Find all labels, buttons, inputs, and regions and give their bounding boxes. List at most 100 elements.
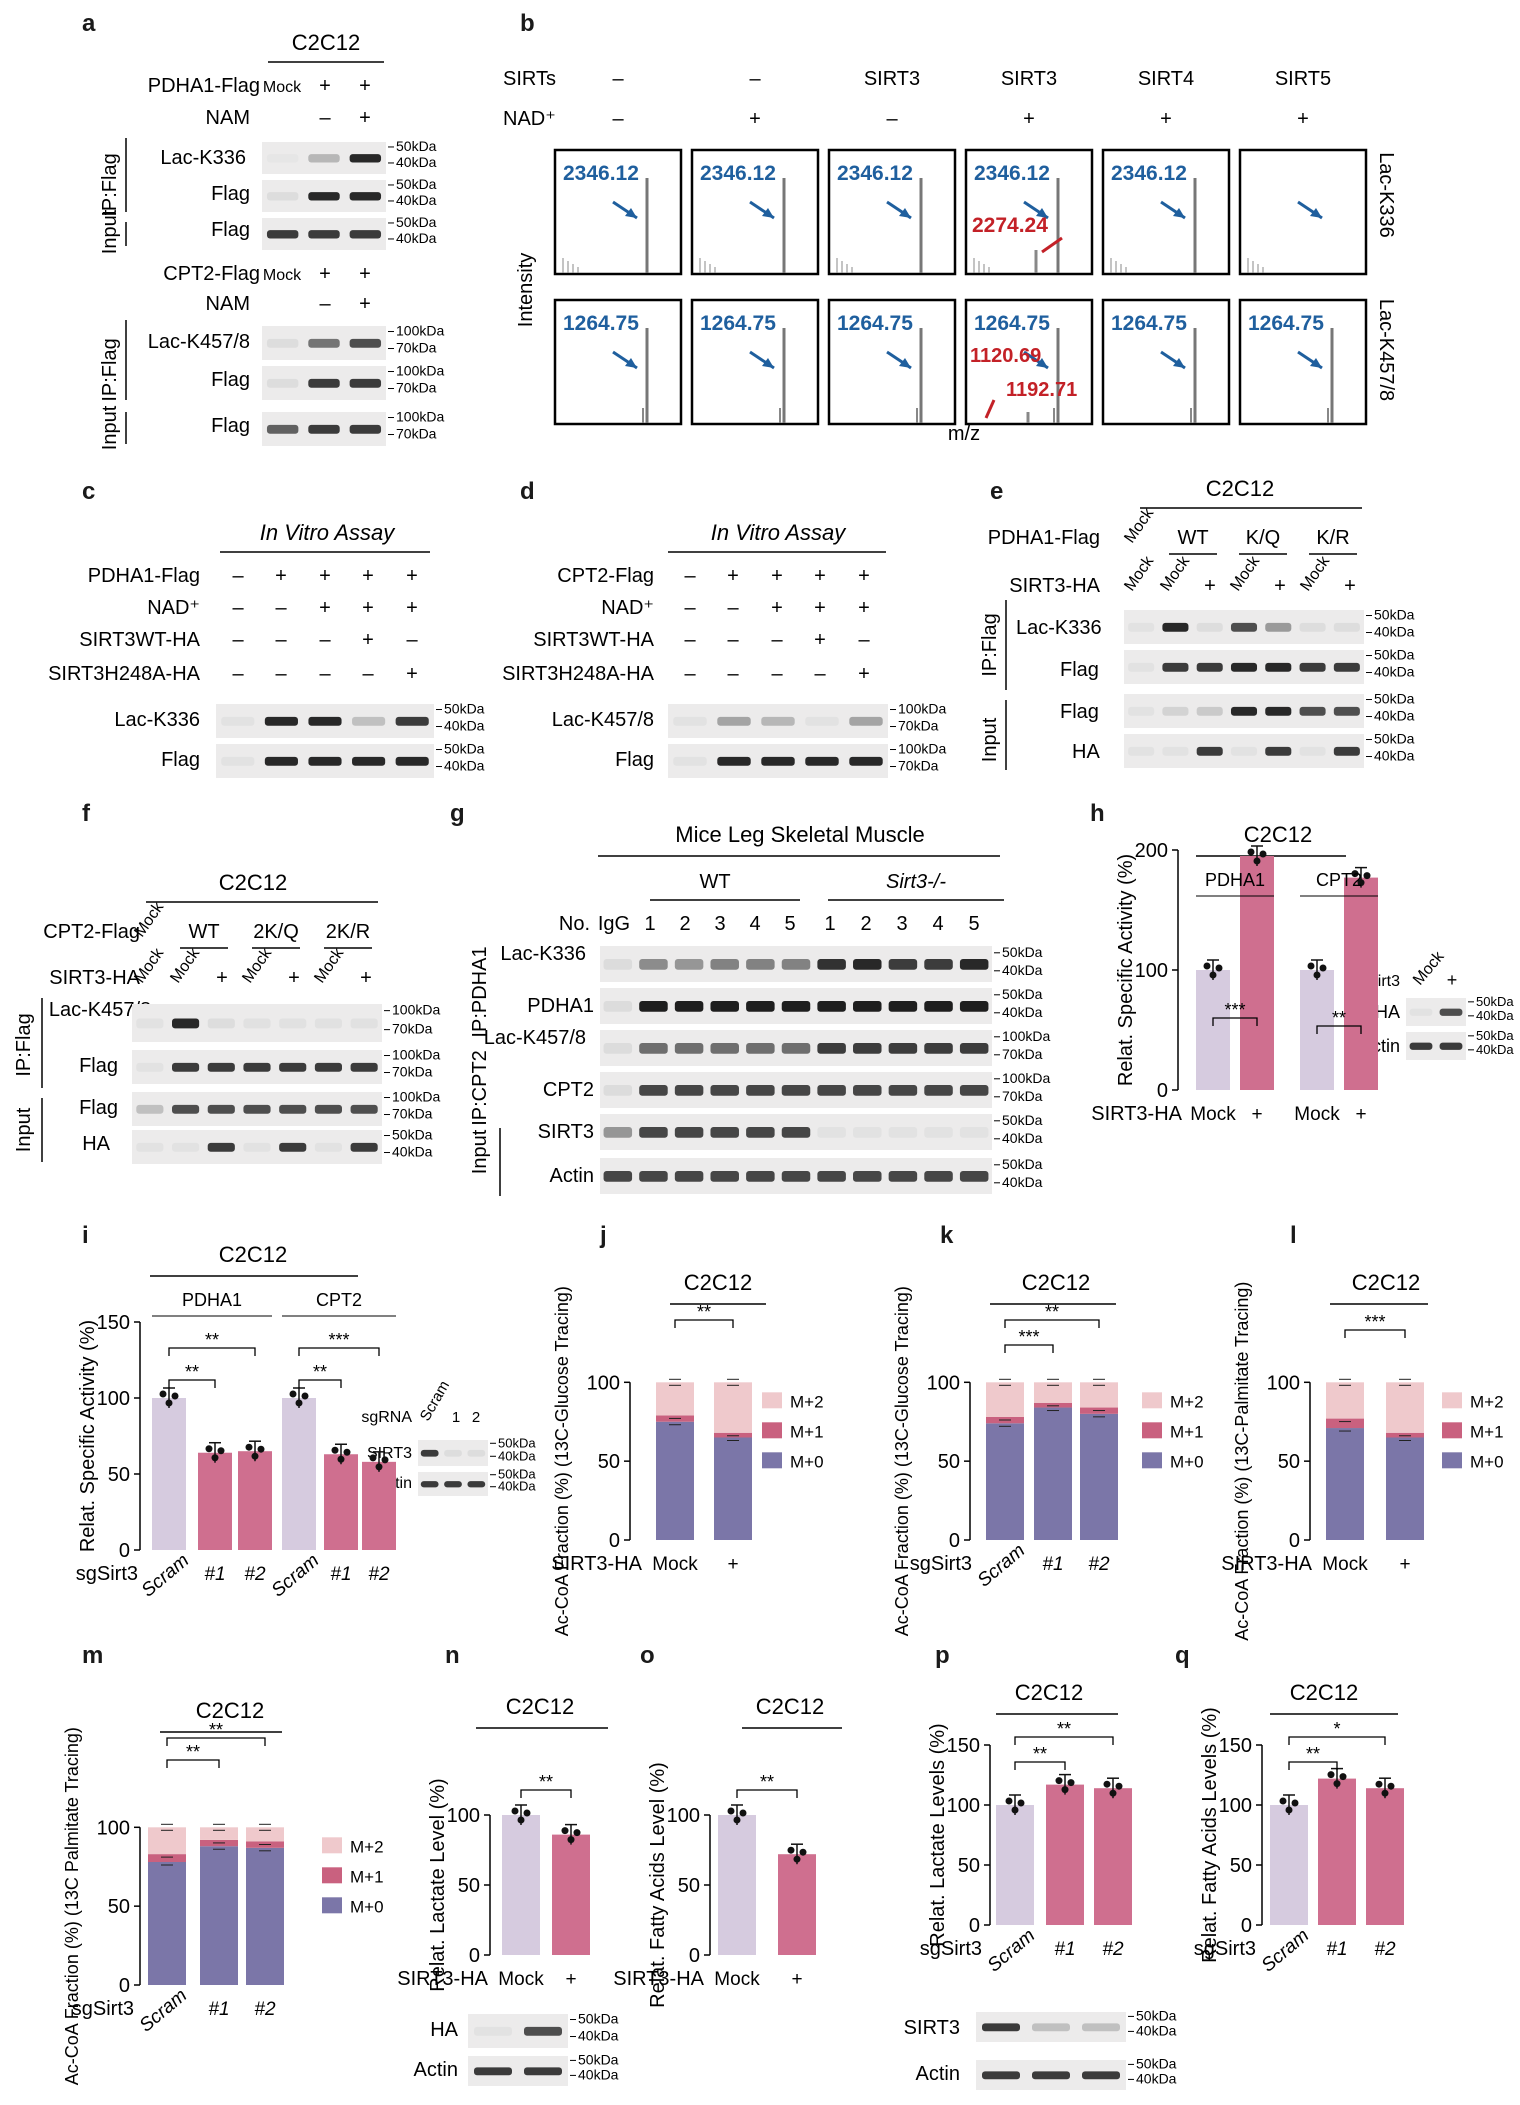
- y-tick-label: 0: [1289, 1530, 1300, 1552]
- blot-band: [1032, 2071, 1070, 2080]
- data-point: [1103, 1780, 1111, 1788]
- blot-band: [817, 1000, 846, 1012]
- blot-band: [221, 756, 255, 766]
- blot-label: Lac-K457/8: [148, 331, 250, 353]
- sign: –: [406, 629, 418, 651]
- blot-label: Flag: [211, 369, 250, 391]
- legend-swatch: [1142, 1452, 1162, 1469]
- panel-letter-m: m: [82, 1642, 104, 1669]
- x-tick-label: #2: [254, 1999, 276, 2020]
- sign: +: [359, 107, 371, 129]
- stack-segment: [656, 1382, 694, 1416]
- blot-band: [710, 1170, 739, 1182]
- y-tick-label: 100: [1135, 960, 1168, 982]
- bar: [778, 1854, 816, 1955]
- x-tick-label: Mock: [714, 1969, 760, 1990]
- data-point: [251, 1452, 259, 1460]
- blot-band: [717, 756, 751, 766]
- blot-band: [781, 1126, 811, 1138]
- condition-label: NAD⁺: [601, 597, 654, 619]
- sign: +: [727, 565, 739, 587]
- x-tick-label: #2: [244, 1564, 266, 1585]
- data-point: [1067, 1779, 1075, 1787]
- mw-marker: 40kDa: [396, 154, 437, 170]
- panel-d: In Vitro Assay Lac-K457/8 Flag 100kDa70k…: [502, 520, 946, 778]
- data-point: [1005, 1797, 1013, 1805]
- blot-band: [1265, 746, 1292, 756]
- blot-band: [1230, 746, 1258, 756]
- blot-band: [710, 958, 739, 970]
- mw-marker: 50kDa: [1374, 731, 1415, 747]
- significance-bracket: [1344, 1329, 1406, 1338]
- data-point: [1011, 1806, 1019, 1814]
- lane-label: +: [288, 967, 300, 989]
- lane-label: Mock: [263, 267, 302, 284]
- blot-band: [308, 424, 340, 434]
- x-tick-label: Scram: [984, 1925, 1040, 1976]
- sign: –: [684, 663, 696, 685]
- blot-band: [1299, 622, 1326, 632]
- cell-label: C2C12: [1022, 1270, 1090, 1295]
- data-point: [171, 1392, 179, 1400]
- condition-label: SIRT3H248A-HA: [502, 663, 655, 685]
- legend-entry: M+1: [1170, 1422, 1204, 1441]
- mw-marker: 70kDa: [1002, 1046, 1043, 1062]
- blot-band: [1333, 662, 1360, 672]
- stack-segment: [1386, 1432, 1424, 1438]
- panel-letter-i: i: [82, 1222, 89, 1249]
- blot-band: [982, 2071, 1020, 2080]
- blot-band: [674, 1170, 704, 1182]
- blot-label: HA: [82, 1133, 110, 1155]
- bar: [718, 1815, 756, 1955]
- y-tick-label: 150: [1219, 1735, 1252, 1757]
- legend-swatch: [762, 1422, 782, 1439]
- blot-band: [1299, 746, 1326, 756]
- sirt-condition: –: [749, 68, 761, 90]
- mw-marker: 100kDa: [396, 409, 444, 425]
- blot-band: [710, 1126, 739, 1138]
- x-tick-label: Mock: [498, 1969, 544, 1990]
- data-point: [727, 1807, 735, 1815]
- group-label: WT: [699, 871, 730, 893]
- side-label: Lac-K457/8: [1375, 299, 1397, 401]
- panel-letter-l: l: [1290, 1222, 1297, 1249]
- blot-label: CPT2: [543, 1079, 594, 1101]
- nad-label: NAD⁺: [503, 108, 556, 130]
- blot-band: [1128, 662, 1155, 672]
- bar: [362, 1461, 396, 1550]
- legend-swatch: [1442, 1392, 1462, 1409]
- y-tick-label: 0: [119, 1975, 130, 1997]
- blot-band: [817, 1170, 846, 1182]
- blot-band: [1333, 706, 1360, 716]
- data-point: [1363, 872, 1371, 880]
- legend-entry: M+2: [1170, 1392, 1204, 1411]
- blot-label: PDHA1: [527, 995, 594, 1017]
- sign: –: [275, 629, 287, 651]
- group-label: PDHA1: [182, 1290, 242, 1310]
- blot-band: [266, 230, 299, 239]
- peak-label: 1264.75: [563, 312, 639, 335]
- blot-band: [1333, 746, 1360, 756]
- y-axis-label: Relat. Specific Activity (%): [77, 1320, 99, 1552]
- sign: +: [814, 629, 826, 651]
- blot-band: [761, 716, 795, 726]
- mw-marker: 70kDa: [1002, 1088, 1043, 1104]
- blot-band: [1196, 662, 1223, 672]
- mw-marker: 40kDa: [1002, 1004, 1043, 1020]
- blot-band: [444, 1449, 462, 1457]
- blot-band: [279, 1018, 307, 1029]
- mw-marker: 50kDa: [578, 2011, 619, 2027]
- blot-band: [1299, 662, 1326, 672]
- blot-band: [674, 1126, 704, 1138]
- blot-band: [639, 1042, 668, 1054]
- ip-label: IP:Flag: [99, 338, 121, 401]
- blot-band: [959, 1126, 989, 1138]
- blot-label: Lac-K457/8: [552, 709, 654, 731]
